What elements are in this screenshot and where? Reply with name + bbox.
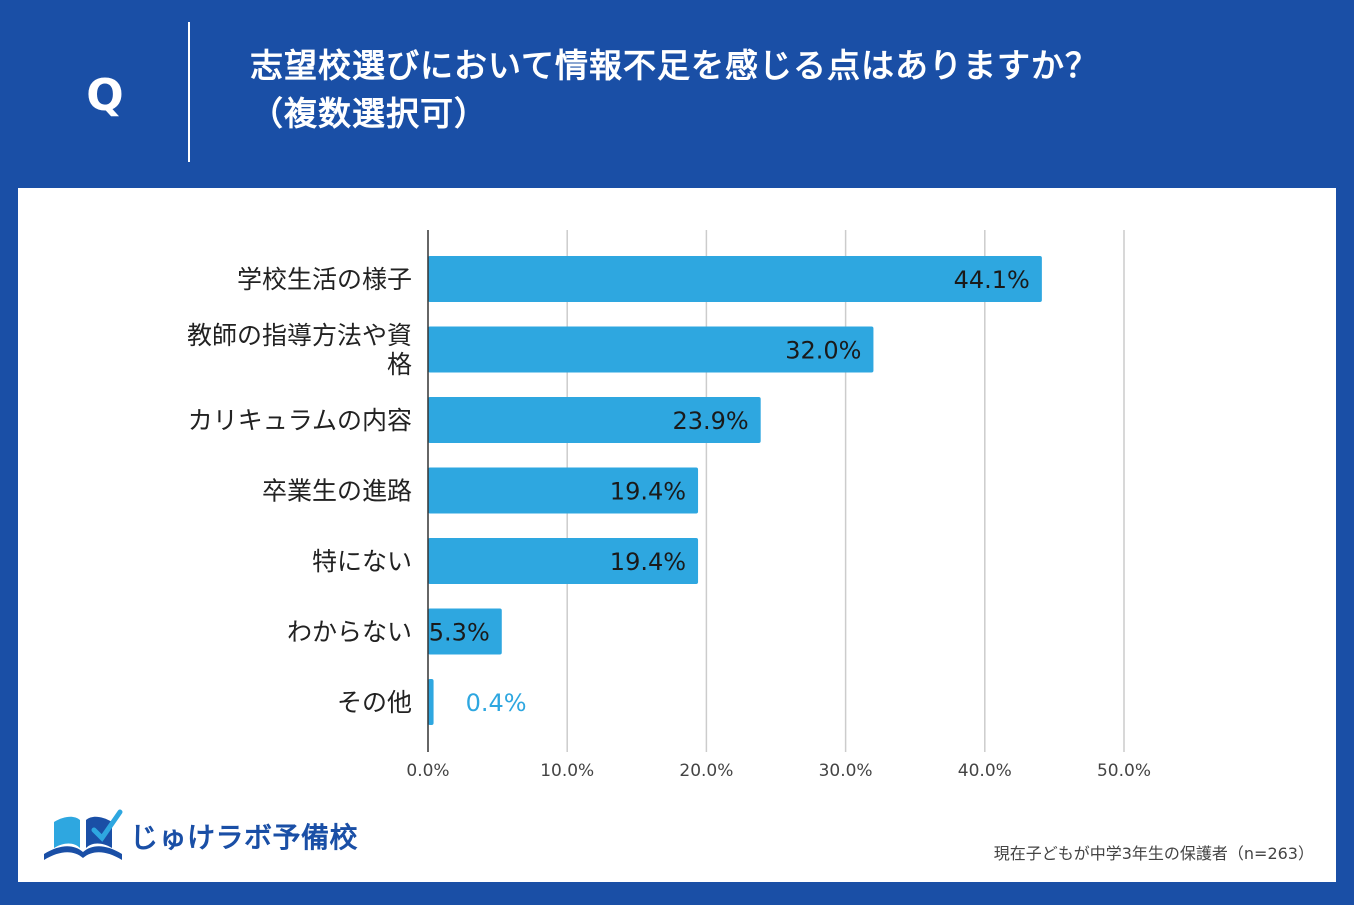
- logo-text: じゅけラボ予備校: [130, 821, 359, 854]
- bar: [428, 679, 434, 725]
- x-tick-label: 30.0%: [819, 761, 873, 781]
- bar-value-label: 19.4%: [610, 548, 686, 576]
- bar-value-label: 32.0%: [785, 337, 861, 365]
- bar-value-label: 44.1%: [954, 266, 1030, 294]
- source-note: 現在子どもが中学3年生の保護者（n=263）: [993, 844, 1314, 863]
- header-divider: [188, 22, 190, 162]
- question-title: 志望校選びにおいて情報不足を感じる点はありますか？ （複数選択可）: [250, 42, 1330, 138]
- bar: [428, 256, 1042, 302]
- bar: [428, 608, 502, 655]
- bar: [428, 467, 699, 514]
- bar: [428, 538, 699, 584]
- bar-value-label: 23.9%: [672, 407, 748, 435]
- question-header: Q 志望校選びにおいて情報不足を感じる点はありますか？ （複数選択可）: [0, 0, 1354, 188]
- bar-value-label: 5.3%: [429, 619, 490, 647]
- category-label: わからない: [287, 618, 412, 647]
- bar-chart: 44.1% 学校生活の様子 32.0% 教師の指導方法や資格 23.9% カリキュラムの内…: [187, 230, 1151, 781]
- question-mark: Q: [86, 70, 124, 121]
- category-label: その他: [337, 688, 412, 717]
- category-label: 特にない: [312, 547, 412, 576]
- bar: [428, 397, 761, 443]
- open-book-icon: [44, 809, 123, 860]
- x-tick-label: 50.0%: [1097, 761, 1151, 781]
- chart-panel: 44.1% 学校生活の様子 32.0% 教師の指導方法や資格 23.9% カリキュラムの内…: [18, 188, 1336, 882]
- category-label: 卒業生の進路: [262, 477, 412, 506]
- brand-logo: じゅけラボ予備校: [40, 808, 360, 868]
- x-tick-label: 10.0%: [540, 761, 594, 781]
- x-tick-label: 20.0%: [679, 761, 733, 781]
- category-label: カリキュラムの内容: [188, 406, 412, 435]
- bar-value-label: 0.4%: [466, 689, 527, 717]
- x-tick-label: 40.0%: [958, 761, 1012, 781]
- bar-value-label: 19.4%: [610, 478, 686, 506]
- category-label: 学校生活の様子: [237, 265, 412, 294]
- x-tick-label: 0.0%: [406, 761, 449, 781]
- bar: [428, 326, 874, 373]
- question-title-line2: （複数選択可）: [250, 94, 488, 133]
- question-title-line1: 志望校選びにおいて情報不足を感じる点はありますか？: [250, 46, 1100, 85]
- category-label: 教師の指導方法や資格: [187, 321, 412, 379]
